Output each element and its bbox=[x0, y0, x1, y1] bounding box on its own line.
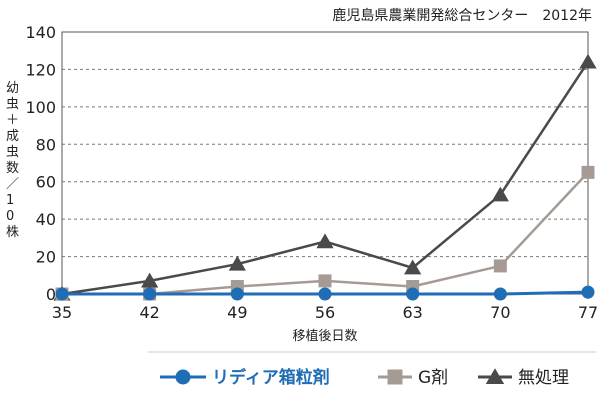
data-point bbox=[579, 53, 597, 69]
legend-item: リディア箱粒剤 bbox=[160, 367, 330, 388]
x-tick-label: 77 bbox=[578, 303, 598, 322]
x-tick-label: 49 bbox=[227, 303, 247, 322]
y-axis-ticks: 0 20 40 60 80 100 120 140 bbox=[25, 23, 56, 304]
data-point bbox=[493, 287, 507, 301]
y-tick-label: 140 bbox=[25, 23, 56, 42]
data-point bbox=[406, 287, 420, 301]
data-point bbox=[404, 259, 422, 275]
y-tick-label: 120 bbox=[25, 60, 56, 79]
data-point bbox=[581, 285, 595, 299]
data-point bbox=[228, 255, 246, 271]
data-point bbox=[581, 165, 595, 179]
data-point bbox=[55, 287, 69, 301]
x-tick-label: 35 bbox=[52, 303, 72, 322]
legend: リディア箱粒剤 G剤 無処理 bbox=[160, 367, 569, 388]
y-tick-label: 100 bbox=[25, 98, 56, 117]
y-tick-label: 40 bbox=[36, 210, 56, 229]
legend-label: G剤 bbox=[418, 368, 448, 388]
plot-area bbox=[61, 31, 589, 295]
x-tick-label: 63 bbox=[402, 303, 422, 322]
data-point bbox=[316, 233, 334, 249]
series-group bbox=[53, 53, 597, 301]
data-point bbox=[493, 259, 507, 273]
y-tick-label: 80 bbox=[36, 135, 56, 154]
data-point bbox=[143, 287, 157, 301]
chart-source-note: 鹿児島県農業開発総合センター 2012年 bbox=[332, 7, 592, 24]
data-point bbox=[491, 186, 509, 202]
series-0 bbox=[55, 285, 595, 301]
x-axis-label: 移植後日数 bbox=[292, 329, 357, 344]
legend-marker bbox=[485, 368, 505, 385]
legend-item: 無処理 bbox=[478, 368, 569, 388]
data-point bbox=[318, 274, 332, 288]
legend-marker bbox=[175, 369, 191, 385]
data-point bbox=[230, 287, 244, 301]
y-tick-label: 60 bbox=[36, 173, 56, 192]
data-point bbox=[318, 287, 332, 301]
x-axis-ticks: 35 42 49 56 63 70 77 bbox=[52, 294, 598, 322]
x-tick-label: 70 bbox=[490, 303, 510, 322]
legend-item: G剤 bbox=[378, 368, 448, 388]
grid-lines bbox=[62, 68, 588, 258]
legend-label: 無処理 bbox=[518, 368, 569, 388]
legend-label: リディア箱粒剤 bbox=[212, 367, 330, 388]
y-axis-label: 幼虫＋成虫数／ 1 0 株 bbox=[6, 81, 19, 240]
y-tick-label: 0 bbox=[46, 285, 56, 304]
legend-marker bbox=[387, 369, 403, 385]
x-tick-label: 56 bbox=[315, 303, 335, 322]
x-tick-label: 42 bbox=[139, 303, 159, 322]
data-point bbox=[141, 272, 159, 288]
y-tick-label: 20 bbox=[36, 248, 56, 267]
